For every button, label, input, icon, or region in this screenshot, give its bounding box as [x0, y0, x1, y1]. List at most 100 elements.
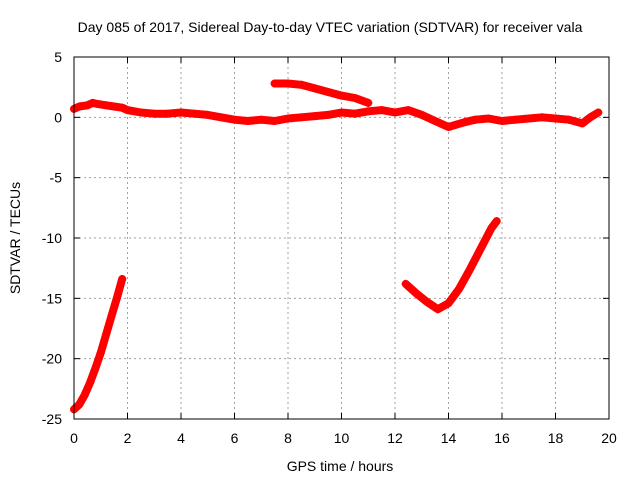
data-point	[217, 113, 226, 122]
data-point	[297, 80, 306, 89]
series-main-trace	[70, 98, 603, 131]
data-point	[110, 102, 119, 111]
data-point	[511, 115, 520, 124]
y-tick-label: -5	[50, 170, 63, 186]
data-point	[578, 119, 587, 128]
data-point	[586, 113, 595, 122]
data-point	[484, 114, 493, 123]
series-upper-segment	[270, 79, 373, 107]
series-layer	[70, 79, 603, 414]
x-tick-label: 0	[70, 430, 78, 446]
data-point	[423, 297, 432, 306]
data-point	[350, 94, 359, 103]
y-tick-label: 5	[54, 49, 62, 65]
data-point	[83, 101, 92, 110]
data-point	[107, 312, 116, 321]
data-point	[203, 110, 212, 119]
data-point	[401, 279, 410, 288]
data-point	[75, 400, 84, 409]
x-tick-label: 4	[177, 430, 185, 446]
data-point	[118, 103, 127, 112]
x-axis-ticks: 0 2 4 6 8 10 12 14 16 18 20	[70, 57, 617, 446]
data-point	[136, 108, 145, 117]
series-late-dip	[401, 217, 501, 314]
data-point	[86, 378, 95, 387]
series-line	[70, 275, 127, 414]
data-point	[150, 109, 159, 118]
data-point	[364, 98, 373, 107]
data-point	[163, 109, 172, 118]
data-point	[444, 299, 453, 308]
x-axis-label: GPS time / hours	[287, 458, 394, 474]
y-axis-label: SDTVAR / TECUs	[7, 182, 23, 294]
data-point	[594, 108, 603, 117]
data-point	[80, 390, 89, 399]
x-tick-label: 2	[124, 430, 132, 446]
data-point	[324, 87, 333, 96]
data-point	[524, 114, 533, 123]
data-point	[551, 114, 560, 123]
data-point	[350, 109, 359, 118]
data-point	[452, 120, 461, 129]
data-point	[75, 102, 84, 111]
data-point	[412, 289, 421, 298]
data-point	[460, 118, 469, 127]
data-point	[190, 109, 199, 118]
data-point	[112, 294, 121, 303]
x-tick-label: 14	[441, 430, 457, 446]
data-point	[417, 110, 426, 119]
data-point	[284, 79, 292, 88]
data-point	[96, 348, 105, 357]
data-point	[284, 114, 292, 123]
data-point	[257, 115, 266, 124]
x-tick-label: 16	[494, 430, 510, 446]
y-tick-label: 0	[54, 109, 62, 125]
x-tick-label: 8	[284, 430, 292, 446]
data-point	[492, 217, 501, 226]
data-point	[364, 107, 373, 116]
data-point	[433, 305, 442, 314]
data-point	[431, 116, 440, 125]
data-point	[102, 101, 111, 110]
series-line	[401, 217, 501, 314]
data-point	[476, 244, 485, 253]
chart-title: Day 085 of 2017, Sidereal Day-to-day VTE…	[78, 19, 583, 35]
data-point	[91, 364, 100, 373]
data-point	[324, 110, 333, 119]
data-point	[337, 108, 346, 117]
data-point	[270, 116, 279, 125]
data-point	[310, 112, 319, 121]
x-tick-label: 20	[601, 430, 617, 446]
data-point	[538, 113, 547, 122]
series-early-drop	[70, 275, 127, 414]
data-point	[391, 108, 399, 117]
y-axis-ticks: -25 -20 -15 -10 -5 0 5	[42, 49, 609, 427]
data-point	[177, 108, 185, 117]
data-point	[498, 116, 506, 125]
y-tick-label: -20	[42, 351, 62, 367]
x-tick-label: 18	[548, 430, 564, 446]
data-point	[444, 122, 453, 131]
series-line	[70, 98, 603, 131]
data-point	[230, 115, 239, 124]
data-point	[123, 106, 132, 115]
y-tick-label: -15	[42, 290, 62, 306]
data-point	[487, 224, 496, 233]
data-point	[243, 116, 252, 125]
data-point	[102, 330, 111, 339]
data-point	[471, 115, 480, 124]
data-point	[270, 79, 279, 88]
data-point	[94, 100, 103, 109]
data-point	[377, 106, 386, 115]
data-point	[404, 106, 413, 115]
y-tick-label: -25	[42, 411, 62, 427]
data-point	[297, 113, 306, 122]
x-tick-label: 12	[387, 430, 403, 446]
x-tick-label: 6	[231, 430, 239, 446]
data-point	[310, 84, 319, 93]
data-point	[118, 275, 127, 284]
data-point	[337, 91, 346, 100]
data-point	[564, 115, 573, 124]
